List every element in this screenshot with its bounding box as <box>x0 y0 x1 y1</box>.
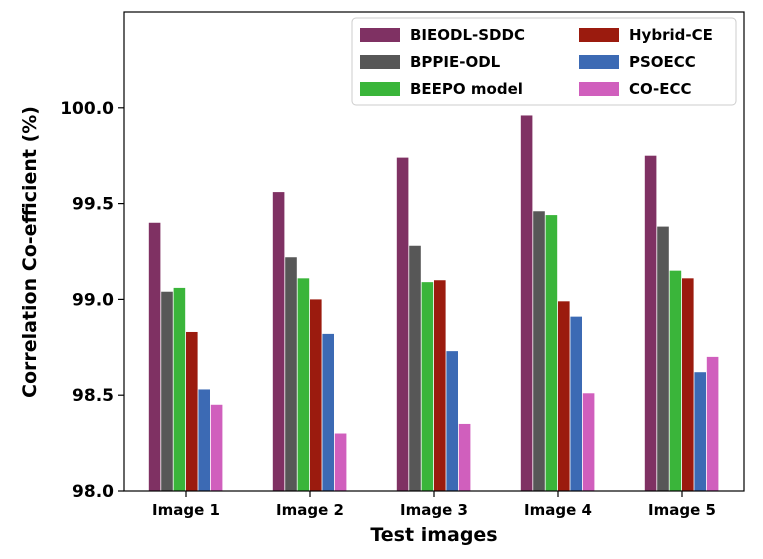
bar-bppie-odl-3 <box>409 245 421 491</box>
bar-hybrid-ce-4 <box>558 301 570 491</box>
bar-co-ecc-5 <box>706 356 719 491</box>
bar-hybrid-ce-5 <box>682 278 694 491</box>
legend-label: BIEODL-SDDC <box>410 26 525 44</box>
y-tick-label: 100.0 <box>60 99 114 119</box>
legend-label: BEEPO model <box>410 80 523 98</box>
x-axis: Image 1 Image 2 Image 3 Image 4 Image 5 <box>152 491 716 519</box>
bar-psoecc-5 <box>694 372 706 491</box>
legend-label: BPPIE-ODL <box>410 53 501 71</box>
bar-psoecc-2 <box>322 333 334 491</box>
x-tick-label: Image 5 <box>648 501 716 519</box>
bar-hybrid-ce-2 <box>310 299 322 491</box>
bar-hybrid-ce-3 <box>434 280 446 491</box>
legend-swatch <box>360 82 400 96</box>
bars-group <box>148 115 719 492</box>
bar-bppie-odl-4 <box>533 211 545 491</box>
bar-psoecc-4 <box>570 316 582 491</box>
bar-bppie-odl-1 <box>161 291 173 491</box>
x-tick-label: Image 3 <box>400 501 468 519</box>
bar-hybrid-ce-1 <box>186 331 198 491</box>
legend-label: CO-ECC <box>629 80 692 98</box>
legend-swatch <box>579 28 619 42</box>
legend-swatch <box>360 28 400 42</box>
legend-swatch <box>579 55 619 69</box>
legend-swatch <box>579 82 619 96</box>
bar-beepo-model-2 <box>297 278 310 491</box>
bar-bppie-odl-2 <box>285 257 297 491</box>
x-tick-label: Image 1 <box>152 501 220 519</box>
bar-bieodl-sddc-3 <box>396 157 409 491</box>
bar-bieodl-sddc-2 <box>272 192 285 491</box>
x-tick-label: Image 4 <box>524 501 592 519</box>
x-axis-title: Test images <box>370 524 497 546</box>
bar-bppie-odl-5 <box>657 226 669 492</box>
bar-beepo-model-1 <box>173 287 186 491</box>
bar-co-ecc-1 <box>210 404 223 491</box>
y-tick-label: 98.5 <box>72 386 114 406</box>
y-axis-title: Correlation Co-efficient (%) <box>19 106 41 398</box>
y-tick-label: 99.0 <box>72 290 114 310</box>
bar-co-ecc-3 <box>458 423 471 491</box>
bar-bieodl-sddc-4 <box>520 115 533 492</box>
bar-beepo-model-5 <box>669 270 682 491</box>
legend-label: Hybrid-CE <box>629 26 713 44</box>
legend-box <box>351 17 737 106</box>
legend-swatch <box>360 55 400 69</box>
bar-beepo-model-4 <box>545 215 558 491</box>
bar-bieodl-sddc-5 <box>644 155 657 491</box>
bar-psoecc-1 <box>198 389 210 491</box>
legend-label: PSOECC <box>629 53 696 71</box>
bar-psoecc-3 <box>446 351 458 491</box>
x-tick-label: Image 2 <box>276 501 344 519</box>
legend: BIEODL-SDDC BPPIE-ODL BEEPO model Hybrid-CE… <box>351 17 737 106</box>
y-tick-label: 99.5 <box>72 195 114 215</box>
bar-bieodl-sddc-1 <box>148 222 161 491</box>
bar-co-ecc-4 <box>582 393 595 491</box>
bar-co-ecc-2 <box>334 433 347 491</box>
bar-beepo-model-3 <box>421 282 434 491</box>
y-axis: 98.0 98.5 99.0 99.5 100.0 <box>60 99 124 502</box>
y-tick-label: 98.0 <box>72 482 114 502</box>
